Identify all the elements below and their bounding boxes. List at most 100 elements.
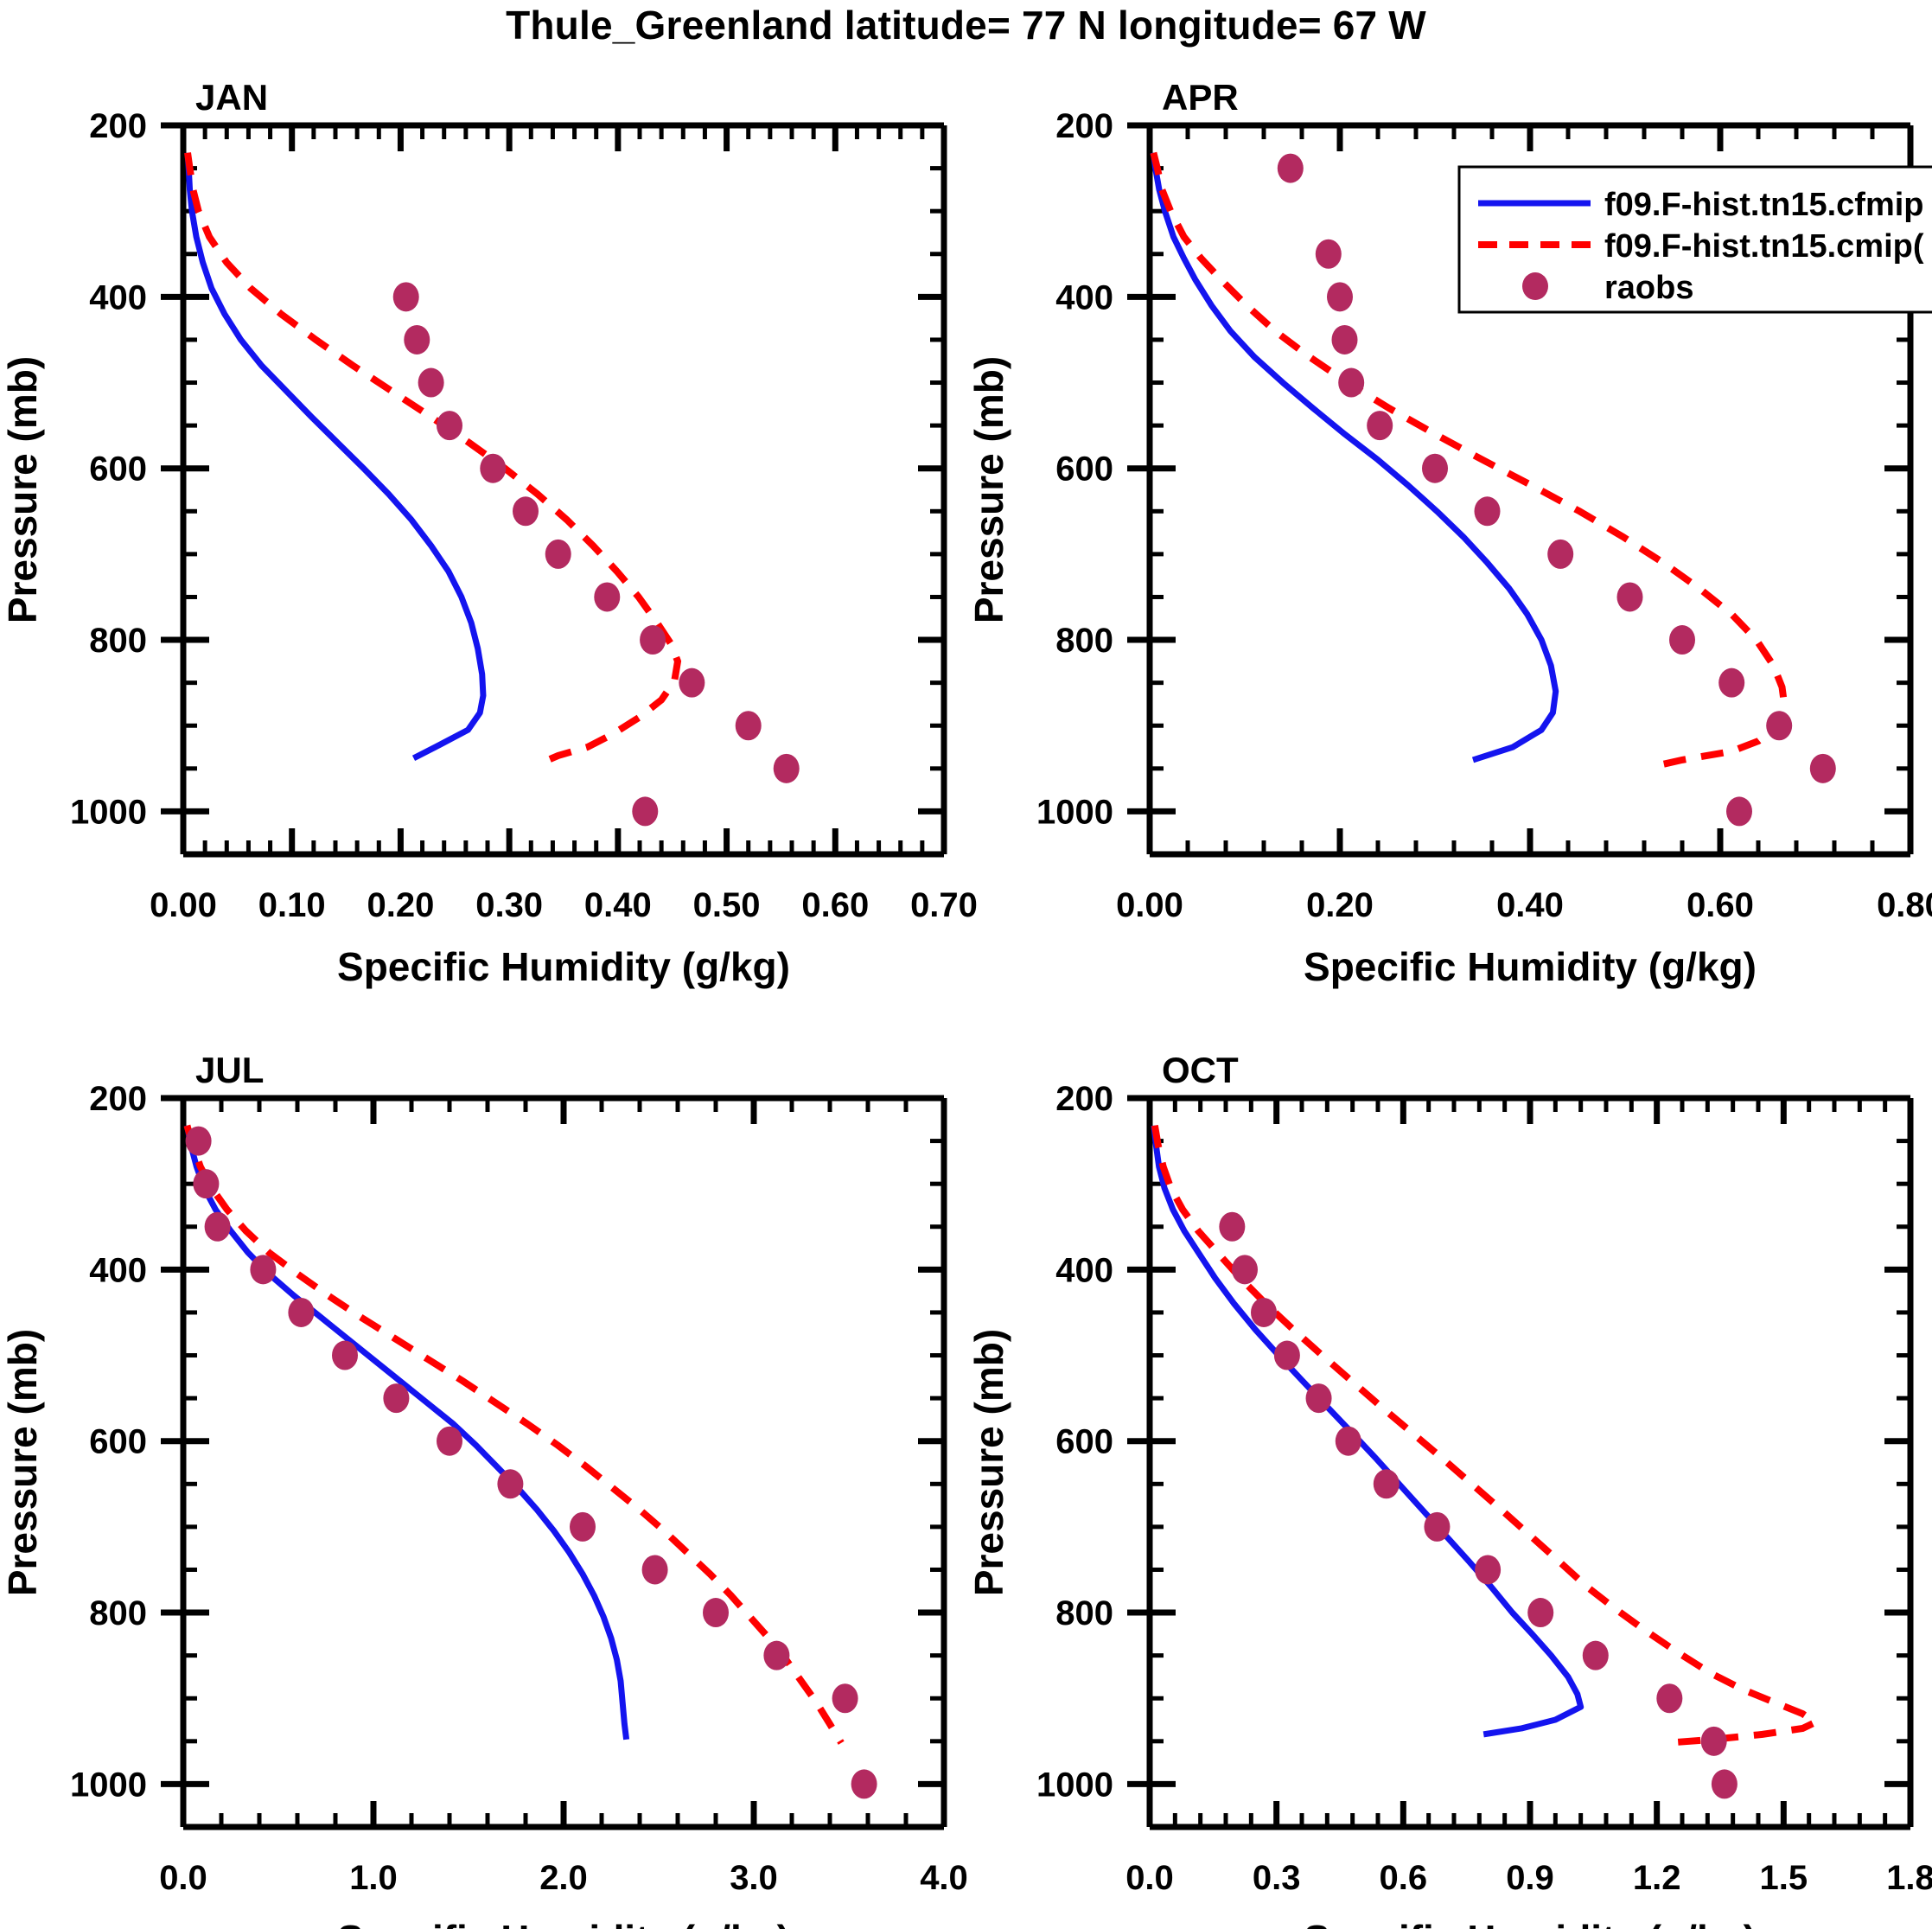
- x-tick-label: 0.6: [1380, 1859, 1428, 1897]
- raobs-point: [480, 453, 507, 483]
- raobs-point: [204, 1211, 231, 1242]
- y-tick-label: 200: [1055, 1080, 1113, 1118]
- y-tick-label: 600: [89, 450, 147, 489]
- raobs-point: [1273, 1340, 1300, 1370]
- data-layer: [1151, 1125, 1823, 1799]
- raobs-point: [437, 411, 462, 441]
- x-tick-label: 4.0: [920, 1859, 968, 1897]
- raobs-point: [1331, 324, 1358, 355]
- raobs-point: [332, 1340, 358, 1370]
- x-tick-label: 0.3: [1253, 1859, 1301, 1897]
- y-tick-label: 1000: [70, 793, 147, 831]
- series-cmip-line: [1151, 1125, 1823, 1746]
- raobs-point: [1547, 539, 1574, 569]
- raobs-point: [288, 1297, 315, 1327]
- raobs-point: [185, 1126, 212, 1156]
- raobs-point: [1809, 753, 1836, 783]
- panel-month-label: JAN: [195, 77, 268, 118]
- x-tick-label: 1.0: [349, 1859, 398, 1897]
- x-axis-title: Specific Humidity (g/kg): [1304, 944, 1757, 989]
- series-cfmip-line: [1151, 1125, 1584, 1738]
- chart-jan: 0.00 0.10 0.20 0.30 0.40 0.50 0.60 0.70 200 400 60…: [0, 77, 978, 989]
- x-axis-ticks: [180, 1098, 947, 1827]
- raobs-point: [1335, 1426, 1361, 1456]
- series-raobs-markers: [392, 282, 800, 827]
- y-tick-label: 600: [1055, 1423, 1113, 1461]
- raobs-point: [641, 1555, 668, 1585]
- y-tick-label: 1000: [1036, 793, 1113, 831]
- y-tick-label: 400: [1055, 278, 1113, 316]
- raobs-point: [851, 1769, 877, 1799]
- y-axis-ticks: [1127, 122, 1910, 857]
- x-tick-label: 0.9: [1506, 1859, 1554, 1897]
- chart-oct: 0.0 0.3 0.6 0.9 1.2 1.5 1.8 200 400 600 800 1000 OCT…: [966, 1050, 1932, 1929]
- chart-jul: 0.0 1.0 2.0 3.0 4.0 200 400 600 800 1000 JUL Specif…: [0, 1050, 968, 1929]
- raobs-point: [1726, 796, 1752, 827]
- raobs-point: [1219, 1211, 1246, 1242]
- y-axis-title: Pressure (mb): [966, 1329, 1011, 1596]
- x-tick-label: 1.2: [1633, 1859, 1681, 1897]
- series-cmip-line: [184, 152, 682, 765]
- y-tick-label: 200: [89, 1080, 147, 1118]
- x-tick-label: 3.0: [730, 1859, 778, 1897]
- data-layer: [184, 152, 800, 827]
- panel-oct: 0.0 0.3 0.6 0.9 1.2 1.5 1.8 200 400 600 800 1000 OCT…: [966, 1020, 1932, 1929]
- x-tick-label: 0.30: [475, 886, 543, 924]
- x-tick-label: 0.60: [801, 886, 869, 924]
- series-raobs-markers: [1277, 153, 1836, 827]
- raobs-point: [1766, 711, 1793, 741]
- x-tick-label: 0.50: [693, 886, 761, 924]
- x-axis-ticks: [1146, 125, 1914, 854]
- raobs-point: [1527, 1598, 1554, 1628]
- raobs-point: [640, 625, 666, 655]
- y-tick-label: 800: [1055, 622, 1113, 660]
- x-axis-title: Specific Humidity (g/kg): [1304, 1917, 1757, 1929]
- x-tick-label: 1.8: [1886, 1859, 1932, 1897]
- x-tick-label: 0.0: [159, 1859, 207, 1897]
- raobs-point: [1305, 1383, 1332, 1414]
- y-tick-label: 200: [1055, 107, 1113, 145]
- x-tick-label: 2.0: [539, 1859, 588, 1897]
- raobs-point: [703, 1598, 729, 1628]
- x-tick-label: 0.00: [1116, 886, 1183, 924]
- y-tick-label: 800: [1055, 1594, 1113, 1632]
- x-tick-label: 1.5: [1760, 1859, 1808, 1897]
- raobs-point: [679, 667, 705, 698]
- raobs-point: [513, 496, 539, 527]
- x-tick-label: 0.20: [1306, 886, 1374, 924]
- y-tick-label: 400: [89, 1251, 147, 1289]
- y-tick-label: 200: [89, 107, 147, 145]
- x-tick-label: 0.70: [910, 886, 978, 924]
- panel-jul: 0.0 1.0 2.0 3.0 4.0 200 400 600 800 1000 JUL Specif…: [0, 1020, 968, 1929]
- raobs-point: [1367, 411, 1393, 441]
- raobs-point: [250, 1255, 277, 1285]
- y-tick-label: 600: [89, 1423, 147, 1461]
- raobs-point: [545, 539, 571, 569]
- series-cfmip-line: [184, 152, 487, 762]
- raobs-point: [404, 324, 430, 355]
- raobs-point: [1718, 667, 1745, 698]
- panel-month-label: APR: [1162, 77, 1239, 118]
- x-tick-label: 0.80: [1877, 886, 1932, 924]
- series-raobs-markers: [1219, 1211, 1738, 1799]
- series-cmip-line: [183, 1124, 845, 1745]
- raobs-point: [1327, 282, 1353, 312]
- x-axis-ticks: [1146, 1098, 1914, 1827]
- y-axis-ticks: [1127, 1095, 1910, 1830]
- raobs-point: [632, 796, 659, 827]
- raobs-point: [1422, 453, 1448, 483]
- panel-month-label: OCT: [1162, 1050, 1239, 1090]
- y-tick-label: 800: [89, 622, 147, 660]
- raobs-point: [1656, 1683, 1683, 1714]
- y-tick-label: 1000: [1036, 1766, 1113, 1804]
- y-axis-ticks: [161, 122, 944, 857]
- raobs-point: [1669, 625, 1695, 655]
- y-axis-title: Pressure (mb): [0, 356, 45, 623]
- x-axis-title: Specific Humidity (g/kg): [337, 944, 790, 989]
- raobs-point: [1711, 1769, 1738, 1799]
- y-tick-label: 1000: [70, 1766, 147, 1804]
- raobs-point: [1232, 1255, 1258, 1285]
- raobs-point: [497, 1469, 524, 1499]
- raobs-point: [1616, 582, 1643, 612]
